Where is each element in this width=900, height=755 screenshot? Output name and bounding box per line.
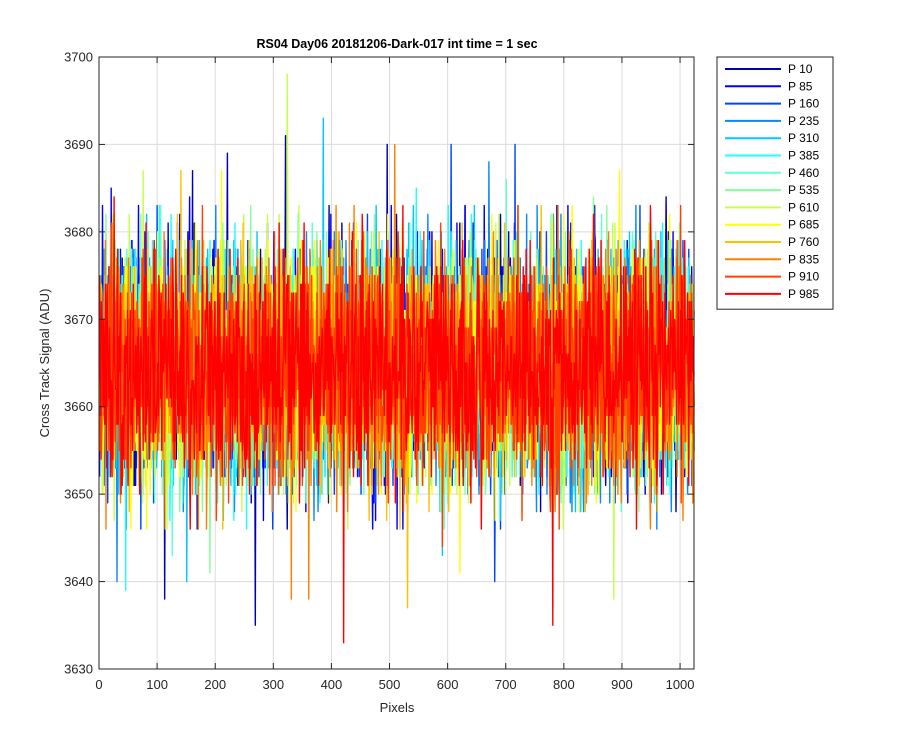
x-tick-label: 700	[495, 677, 517, 692]
y-tick-label: 3700	[64, 50, 93, 65]
x-tick-label: 500	[379, 677, 401, 692]
y-tick-label: 3690	[64, 137, 93, 152]
legend-label: P 910	[788, 270, 819, 284]
plot-series	[98, 73, 695, 644]
y-tick-label: 3640	[64, 574, 93, 589]
chart-title: RS04 Day06 20181206-Dark-017 int time = …	[256, 37, 537, 51]
legend-label: P 10	[788, 62, 813, 76]
x-tick-label: 400	[321, 677, 343, 692]
axes-frame	[98, 56, 695, 670]
legend-label: P 460	[788, 166, 819, 180]
x-tick-label: 300	[262, 677, 284, 692]
y-tick-label: 3670	[64, 312, 93, 327]
y-tick-label: 3650	[64, 487, 93, 502]
legend-label: P 85	[788, 79, 813, 93]
legend-label: P 535	[788, 183, 819, 197]
x-tick-label: 900	[611, 677, 633, 692]
legend: P 10 P 85 P 160 P 235 P 310 P 385 P 460 P 535 P …	[716, 56, 834, 310]
legend-label: P 685	[788, 218, 819, 232]
legend-label: P 610	[788, 200, 819, 214]
x-tick-label: 0	[95, 677, 102, 692]
y-tick-label: 3630	[64, 662, 93, 677]
legend-label: P 235	[788, 114, 819, 128]
legend-label: P 385	[788, 149, 819, 163]
x-tick-label: 600	[437, 677, 459, 692]
legend-box	[716, 56, 834, 310]
legend-label: P 310	[788, 131, 819, 145]
x-tick-label: 200	[204, 677, 226, 692]
legend-label: P 985	[788, 287, 819, 301]
legend-label: P 835	[788, 252, 819, 266]
x-tick-label: 1000	[666, 677, 695, 692]
x-axis-label: Pixels	[380, 700, 415, 715]
series-line	[98, 196, 695, 644]
x-axis-ticks: 0 100 200 300 400 500 600 700 800 900 1000	[95, 57, 695, 692]
x-tick-label: 100	[146, 677, 168, 692]
legend-label: P 160	[788, 97, 819, 111]
x-tick-label: 800	[553, 677, 575, 692]
y-tick-label: 3660	[64, 399, 93, 414]
legend-label: P 760	[788, 235, 819, 249]
y-tick-label: 3680	[64, 224, 93, 239]
y-axis-ticks: 3630 3640 3650 3660 3670 3680 3690 3700	[64, 50, 694, 677]
plot-area-border	[98, 56, 695, 670]
y-axis-label: Cross Track Signal (ADU)	[37, 289, 52, 438]
